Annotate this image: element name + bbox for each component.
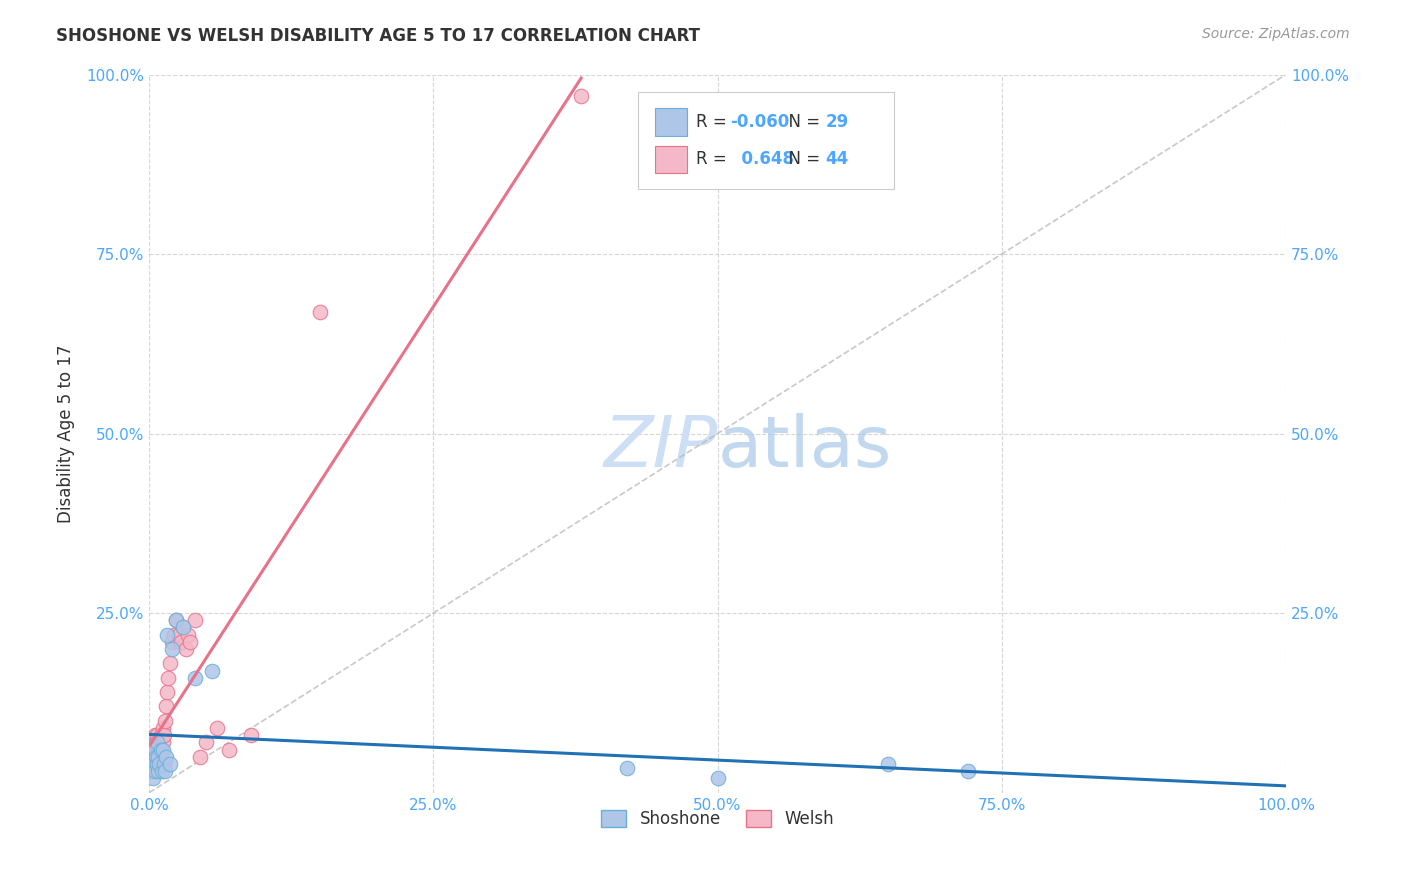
- FancyBboxPatch shape: [638, 93, 894, 189]
- Point: [183, 613, 205, 627]
- Text: 44: 44: [825, 150, 849, 169]
- Point: [616, 760, 638, 774]
- Point: [188, 749, 211, 764]
- Point: [145, 749, 167, 764]
- Point: [167, 628, 190, 642]
- Point: [152, 735, 174, 749]
- Point: [149, 742, 172, 756]
- Point: [148, 756, 170, 771]
- Text: 0.648: 0.648: [730, 150, 794, 169]
- FancyBboxPatch shape: [655, 145, 688, 173]
- Point: [152, 721, 174, 735]
- Point: [142, 742, 165, 756]
- Point: [153, 714, 176, 728]
- Text: N =: N =: [778, 113, 825, 131]
- Point: [877, 756, 900, 771]
- Point: [160, 635, 183, 649]
- Point: [139, 764, 162, 778]
- Point: [159, 657, 181, 671]
- Point: [148, 764, 170, 778]
- Point: [142, 735, 165, 749]
- Point: [143, 764, 166, 778]
- Point: [163, 628, 186, 642]
- Point: [201, 664, 224, 678]
- Point: [145, 749, 167, 764]
- Point: [143, 756, 166, 771]
- Legend: Shoshone, Welsh: Shoshone, Welsh: [595, 803, 841, 835]
- Point: [152, 742, 174, 756]
- Point: [706, 772, 728, 786]
- Text: Source: ZipAtlas.com: Source: ZipAtlas.com: [1202, 27, 1350, 41]
- Point: [156, 628, 179, 642]
- Point: [159, 756, 181, 771]
- Point: [145, 735, 167, 749]
- Point: [170, 635, 193, 649]
- Point: [150, 764, 173, 778]
- Point: [148, 749, 170, 764]
- Point: [146, 756, 169, 771]
- Point: [956, 764, 979, 778]
- Point: [172, 620, 194, 634]
- Point: [149, 728, 172, 742]
- Point: [148, 749, 170, 764]
- Point: [218, 742, 240, 756]
- Text: -0.060: -0.060: [730, 113, 789, 131]
- Point: [153, 728, 176, 742]
- Point: [141, 749, 163, 764]
- Y-axis label: Disability Age 5 to 17: Disability Age 5 to 17: [58, 344, 75, 523]
- Point: [165, 613, 187, 627]
- Point: [308, 304, 330, 318]
- Point: [160, 642, 183, 657]
- Point: [155, 749, 177, 764]
- FancyBboxPatch shape: [655, 108, 688, 136]
- Point: [143, 728, 166, 742]
- Point: [149, 742, 172, 756]
- Point: [141, 764, 163, 778]
- Point: [240, 728, 263, 742]
- Text: 29: 29: [825, 113, 849, 131]
- Point: [165, 613, 187, 627]
- Point: [157, 671, 180, 685]
- Text: atlas: atlas: [717, 414, 891, 483]
- Point: [569, 89, 592, 103]
- Point: [183, 671, 205, 685]
- Point: [174, 642, 197, 657]
- Point: [142, 749, 165, 764]
- Point: [195, 735, 218, 749]
- Point: [146, 749, 169, 764]
- Point: [150, 756, 173, 771]
- Point: [172, 620, 194, 634]
- Point: [142, 756, 165, 771]
- Point: [148, 756, 170, 771]
- Text: ZIP: ZIP: [603, 414, 717, 483]
- Point: [177, 628, 200, 642]
- Point: [146, 735, 169, 749]
- Point: [142, 756, 165, 771]
- Point: [156, 685, 179, 699]
- Text: R =: R =: [696, 113, 733, 131]
- Point: [153, 764, 176, 778]
- Text: R =: R =: [696, 150, 733, 169]
- Point: [142, 772, 165, 786]
- Point: [146, 728, 169, 742]
- Text: SHOSHONE VS WELSH DISABILITY AGE 5 TO 17 CORRELATION CHART: SHOSHONE VS WELSH DISABILITY AGE 5 TO 17…: [56, 27, 700, 45]
- Point: [148, 735, 170, 749]
- Point: [153, 756, 176, 771]
- Point: [155, 699, 177, 714]
- Point: [143, 742, 166, 756]
- Point: [207, 721, 229, 735]
- Point: [179, 635, 201, 649]
- Point: [148, 742, 170, 756]
- Point: [142, 749, 165, 764]
- Text: N =: N =: [778, 150, 825, 169]
